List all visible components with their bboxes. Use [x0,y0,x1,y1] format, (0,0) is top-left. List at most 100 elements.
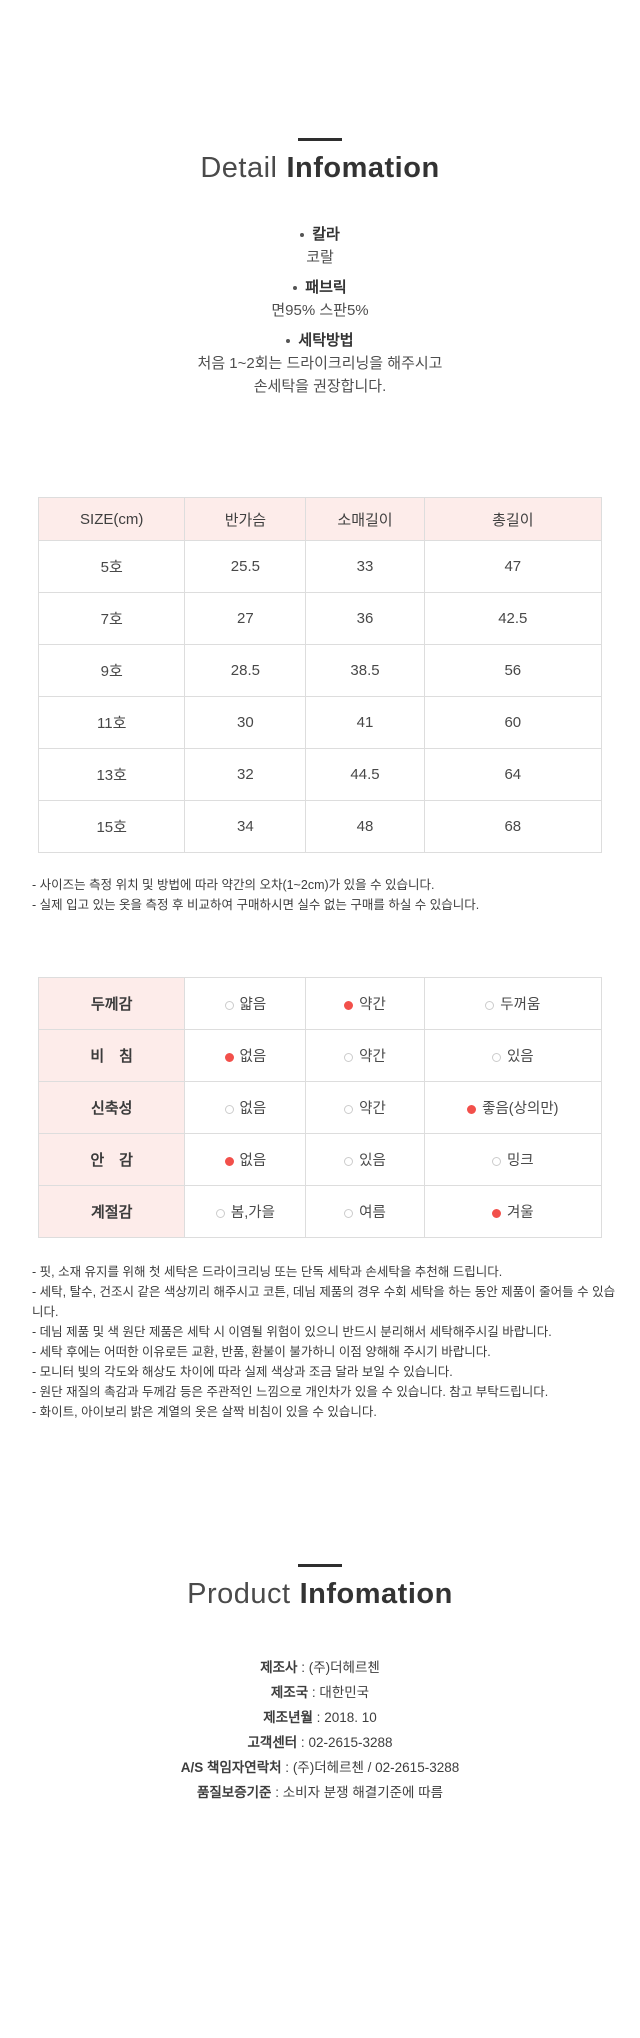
spec-color: 칼라 코랄 [0,224,640,268]
radio-icon [344,1105,354,1115]
table-row: 13호 32 44.5 64 [37,748,603,802]
product-section-divider [298,1564,342,1568]
size-cell: 28.5 [184,644,307,698]
option-label: 밍크 [506,1153,534,1170]
attr-label-thickness: 두께감 [37,977,186,1031]
info-value: 02-2615-3288 [308,1734,393,1750]
radio-icon [224,1001,234,1011]
attr-row-season: 계절감 봄,가을 여름 겨울 [37,1185,603,1239]
spec-washing-label: 세탁방법 [0,330,640,351]
size-cell: 25.5 [184,540,307,594]
info-separator: : [281,1759,293,1775]
attr-label-season: 계절감 [37,1185,186,1239]
size-cell: 33 [305,540,425,594]
size-cell: 56 [423,644,603,698]
care-note-line: - 화이트, 아이보리 밝은 계열의 옷은 살짝 비침이 있을 수 있습니다. [32,1405,377,1420]
info-separator: : [271,1784,283,1800]
size-header-chest: 반가슴 [184,497,307,542]
size-cell: 34 [184,800,307,854]
attr-row-sheerness: 비 침 없음 약간 있음 [37,1029,603,1083]
care-notes: - 핏, 소재 유지를 위해 첫 세탁은 드라이크리닝 또는 단독 세탁과 손세… [0,1262,640,1422]
product-title-light: Product [187,1578,291,1611]
spec-label-text: 세탁방법 [298,332,354,350]
option-label: 겨울 [506,1205,534,1222]
detail-section-divider [298,138,342,141]
option-cell: 약간 [305,1081,425,1135]
attr-label-elasticity: 신축성 [37,1081,186,1135]
size-cell: 9호 [37,644,186,698]
info-value: 대한민국 [319,1684,370,1700]
option-label: 없음 [239,1153,267,1170]
radio-icon [491,1157,501,1167]
table-row: 7호 27 36 42.5 [37,592,603,646]
option-cell: 좋음(상의만) [423,1081,603,1135]
attr-label-sheerness: 비 침 [37,1029,186,1083]
detail-title-bold: Infomation [286,152,440,184]
option-cell: 밍크 [423,1133,603,1187]
table-row: 15호 34 48 68 [37,800,603,854]
product-section-title: Product Infomation [0,1576,640,1612]
option-cell: 있음 [423,1029,603,1083]
spec-fabric: 패브릭 면95% 스판5% [0,277,640,321]
radio-icon [491,1209,501,1219]
radio-icon [344,1053,354,1063]
care-note-line: - 세탁, 탈수, 건조시 같은 색상끼리 해주시고 코튼, 데님 제품의 경우… [32,1285,616,1320]
option-label: 약간 [359,1101,386,1118]
size-header-size: SIZE(cm) [37,497,186,542]
radio-icon [344,1209,354,1219]
care-note-line: - 데님 제품 및 색 원단 제품은 세탁 시 이염될 위험이 있으니 반드시 … [32,1325,552,1340]
attr-row-elasticity: 신축성 없음 약간 좋음(상의만) [37,1081,603,1135]
size-notes: - 사이즈는 측정 위치 및 방법에 따라 약간의 오차(1~2cm)가 있을 … [0,875,640,915]
option-cell: 없음 [184,1029,307,1083]
info-label: 고객센터 [247,1734,298,1750]
option-label: 여름 [359,1205,386,1222]
spec-washing-value-line2: 손세탁을 권장합니다. [253,378,387,396]
option-cell: 없음 [184,1133,307,1187]
size-cell: 68 [423,800,603,854]
size-cell: 42.5 [423,592,603,646]
size-cell: 7호 [37,592,186,646]
table-row: 5호 25.5 33 47 [37,540,603,594]
size-cell: 5호 [37,540,186,594]
size-note-line: - 실제 입고 있는 옷을 측정 후 비교하여 구매하시면 실수 없는 구매를 … [32,898,480,913]
option-label: 없음 [239,1049,267,1066]
size-cell: 11호 [37,696,186,750]
spec-list: 칼라 코랄 패브릭 면95% 스판5% 세탁방법 처음 1~2회는 드라이크리닝… [0,224,640,397]
radio-icon [344,1157,354,1167]
size-cell: 36 [305,592,425,646]
care-note-line: - 모니터 빛의 각도와 해상도 차이에 따라 실제 색상과 조금 달라 보일 … [32,1365,453,1380]
size-table: SIZE(cm) 반가슴 소매길이 총길이 5호 25.5 33 47 7호 2… [37,497,603,854]
bullet-icon [300,233,305,238]
radio-icon [224,1157,234,1167]
care-note-line: - 원단 재질의 촉감과 두께감 등은 주관적인 느낌으로 개인차가 있을 수 … [32,1385,549,1400]
care-note-line: - 핏, 소재 유지를 위해 첫 세탁은 드라이크리닝 또는 단독 세탁과 손세… [32,1265,503,1280]
info-value: 소비자 분쟁 해결기준에 따름 [282,1784,444,1800]
size-note-line: - 사이즈는 측정 위치 및 방법에 따라 약간의 오차(1~2cm)가 있을 … [32,878,435,893]
option-cell: 있음 [305,1133,425,1187]
product-info-list: 제조사 : (주)더헤르첸 제조국 : 대한민국 제조년월 : 2018. 10… [0,1655,640,1805]
product-info-warranty: 품질보증기준 : 소비자 분쟁 해결기준에 따름 [0,1780,640,1805]
info-value: 2018. 10 [324,1709,377,1725]
info-separator: : [297,1734,309,1750]
size-cell: 47 [423,540,603,594]
detail-section-title: Detail Infomation [0,150,640,186]
radio-icon [224,1053,234,1063]
option-label: 얇음 [239,997,267,1014]
option-label: 없음 [239,1101,267,1118]
care-note-line: - 세탁 후에는 어떠한 이유로든 교환, 반품, 환불이 불가하니 이점 양해… [32,1345,491,1360]
info-value: (주)더헤르첸 [308,1659,380,1675]
bullet-icon [286,339,291,344]
option-cell: 없음 [184,1081,307,1135]
info-separator: : [308,1684,320,1700]
attr-row-thickness: 두께감 얇음 약간 두꺼움 [37,977,603,1031]
attribute-table: 두께감 얇음 약간 두꺼움 비 침 없음 약간 있음 신축성 없음 약간 좋음(… [37,977,603,1239]
bullet-icon [293,286,298,291]
size-cell: 41 [305,696,425,750]
option-label: 봄,가을 [230,1205,275,1222]
product-info-date: 제조년월 : 2018. 10 [0,1705,640,1730]
info-value: (주)더헤르첸 / 02-2615-3288 [292,1759,460,1775]
attr-row-lining: 안 감 없음 있음 밍크 [37,1133,603,1187]
option-cell: 얇음 [184,977,307,1031]
radio-icon [224,1105,234,1115]
radio-icon [215,1209,225,1219]
